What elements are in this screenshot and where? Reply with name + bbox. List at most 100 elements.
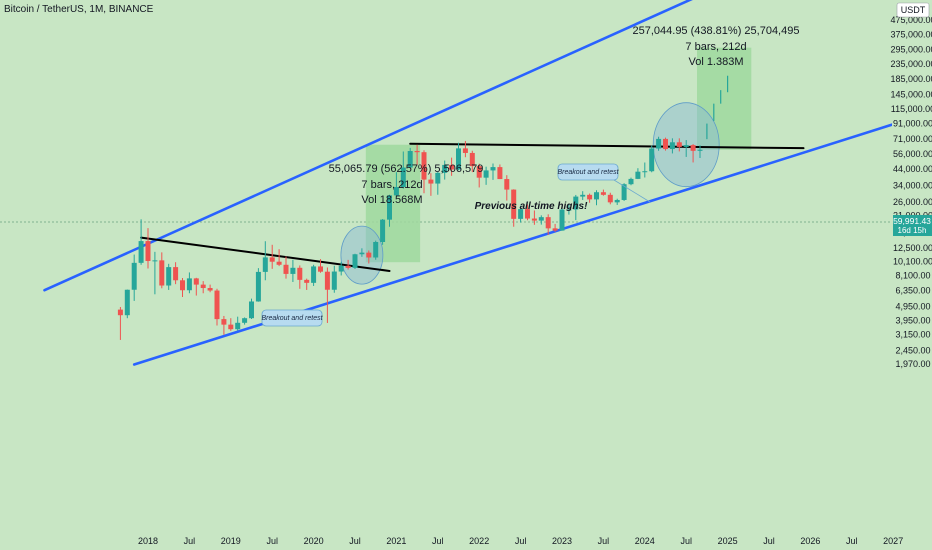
candle-2020-05 <box>338 261 344 276</box>
candle-body <box>166 267 172 286</box>
candle-2024-07 <box>683 140 689 157</box>
candle-body <box>566 209 572 211</box>
candle-body <box>504 179 510 190</box>
candle-body <box>193 278 199 285</box>
candle-2024-01 <box>642 162 648 178</box>
candle-body <box>428 179 434 184</box>
candle-body <box>338 265 344 272</box>
measurement-right-line3: Vol 1.383M <box>688 56 743 68</box>
candle-body <box>683 145 689 147</box>
candle-body <box>138 241 144 263</box>
candle-body <box>614 199 620 203</box>
y-tick-labels: 475,000.00 375,000.00 295,000.00 235,000.00… <box>890 15 932 369</box>
candle-2021-05 <box>421 150 427 194</box>
x-tick-labels: 2018 Jul 2019 Jul 2020 Jul 2021 Jul 2022 Jul 2023 J… <box>138 536 903 546</box>
candle-body <box>359 252 365 255</box>
candle-body <box>656 138 662 149</box>
candle-body <box>407 150 413 168</box>
x-tick-label: 2026 <box>800 536 820 546</box>
candle-2021-09 <box>449 157 455 176</box>
candle-2022-01 <box>476 163 482 188</box>
candle-2019-01 <box>228 318 234 331</box>
y-tick-label: 4,950.00 <box>895 301 930 311</box>
breakout-left-box[interactable] <box>261 309 323 327</box>
candle-body <box>124 289 130 316</box>
breakout-right-text: Breakout and retest <box>557 169 619 176</box>
candle-2024-08 <box>690 144 696 163</box>
candle-body <box>380 219 386 242</box>
candle-body <box>276 261 282 265</box>
breakout-right-box[interactable] <box>557 163 619 181</box>
candle-body <box>435 172 441 184</box>
x-tick-label: 2027 <box>883 536 903 546</box>
measurement-right-line1: 257,044.95 (438.81%) 25,704,495 <box>633 25 800 37</box>
candle-body <box>456 148 461 170</box>
candle-2023-02 <box>566 204 572 215</box>
candle-body <box>297 267 303 280</box>
candle-body <box>518 209 524 219</box>
candle-2023-03 <box>573 194 579 221</box>
candle-body <box>235 322 241 330</box>
y-tick-label: 44,000.00 <box>893 164 932 174</box>
x-tick-label: Jul <box>349 536 361 546</box>
x-tick-label: Jul <box>432 536 444 546</box>
y-tick-label: 1,970.00 <box>895 359 930 369</box>
measurement-left-line3: Vol 18.568M <box>361 194 422 206</box>
candle-body <box>490 167 496 171</box>
x-tick-label: 2021 <box>386 536 406 546</box>
candle-body <box>221 319 227 325</box>
candle-2021-08 <box>442 160 448 180</box>
resistance-line-2021 <box>409 142 805 150</box>
candle-body <box>214 290 220 320</box>
candle-2019-08 <box>276 249 282 267</box>
candle-body <box>621 184 627 200</box>
candle-2022-10 <box>538 215 544 225</box>
last-price-countdown: 16d 15h <box>898 226 927 235</box>
candle-body <box>318 266 323 272</box>
candles <box>117 136 703 340</box>
candle-2020-03 <box>324 267 330 323</box>
candle-2018-02 <box>152 251 158 295</box>
candle-2020-10 <box>373 240 379 260</box>
y-tick-label: 475,000.00 <box>890 15 932 25</box>
candle-body <box>483 170 489 178</box>
candle-body <box>387 195 392 220</box>
candle-2019-06 <box>262 241 268 281</box>
candle-body <box>145 241 151 261</box>
candle-body <box>635 171 641 179</box>
candle-body <box>469 152 475 167</box>
y-tick-label: 91,000.00 <box>893 119 932 129</box>
candle-2020-04 <box>331 265 337 293</box>
candle-body <box>669 142 675 150</box>
candle-body <box>607 194 613 203</box>
candle-body <box>559 209 565 231</box>
y-tick-label: 10,100.00 <box>893 257 932 267</box>
x-tick-label: 2024 <box>635 536 655 546</box>
candle-2017-10 <box>124 289 130 319</box>
currency-button[interactable] <box>896 2 930 18</box>
candle-2019-02 <box>235 316 241 331</box>
candle-body <box>552 228 558 231</box>
y-tick-label: 2,450.00 <box>895 346 930 356</box>
candle-body <box>545 217 551 229</box>
price-axis-bg <box>892 0 932 550</box>
last-price-value: 59,991.43 <box>893 216 931 226</box>
measurement-right: 257,044.95 (438.81%) 25,704,495 7 bars, … <box>633 25 800 68</box>
price-axis[interactable]: 475,000.00 375,000.00 295,000.00 235,000.00… <box>890 0 932 550</box>
candle-body <box>324 271 330 290</box>
candle-2019-05 <box>255 268 261 302</box>
candle-2022-12 <box>552 223 558 232</box>
y-tick-label: 295,000.00 <box>890 45 932 55</box>
x-tick-label: Jul <box>184 536 196 546</box>
candle-body <box>449 164 455 170</box>
candle-body <box>697 149 703 151</box>
candle-body <box>663 138 668 150</box>
candle-body <box>580 194 586 197</box>
measurement-left-line2: 7 bars, 212d <box>361 179 422 191</box>
candle-2021-04 <box>414 144 420 166</box>
candle-2021-07 <box>435 171 441 195</box>
candle-body <box>676 142 682 147</box>
y-tick-label: 3,950.00 <box>895 316 930 326</box>
